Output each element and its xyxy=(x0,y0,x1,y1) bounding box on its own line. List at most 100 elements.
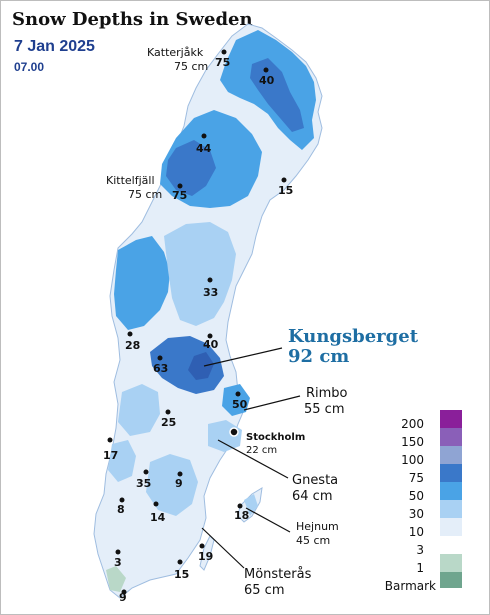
legend-swatch-3 xyxy=(440,554,462,570)
svg-text:9: 9 xyxy=(175,477,183,490)
legend-label-100: 100 xyxy=(401,453,424,467)
station-15-north: 15 xyxy=(278,177,293,197)
callout-monsteras-name: Mönsterås xyxy=(244,567,312,582)
svg-text:14: 14 xyxy=(150,511,166,524)
svg-text:19: 19 xyxy=(198,550,213,563)
legend-label-10: 10 xyxy=(409,525,424,539)
station-9-south: 9 xyxy=(119,589,127,604)
legend-swatch-75 xyxy=(440,464,462,482)
zone-vanern-30 xyxy=(108,440,136,482)
legend-swatch-50 xyxy=(440,482,462,500)
legend-label-30: 30 xyxy=(409,507,424,521)
zone-dalarna-75 xyxy=(150,336,224,394)
svg-text:33: 33 xyxy=(203,286,218,299)
callout-kungsberget-name: Kungsberget xyxy=(288,326,419,347)
legend-label-50: 50 xyxy=(409,489,424,503)
hejnum-leader xyxy=(245,507,291,533)
svg-text:75: 75 xyxy=(215,56,230,69)
zone-uppland-50 xyxy=(222,384,250,416)
svg-text:25: 25 xyxy=(161,416,176,429)
station-17: 17 xyxy=(103,437,118,462)
station-rimbo: 50 xyxy=(232,391,248,411)
station-25: 25 xyxy=(161,409,176,429)
svg-text:8: 8 xyxy=(117,503,125,516)
svg-text:35: 35 xyxy=(136,477,151,490)
legend-label-1: 1 xyxy=(416,561,424,575)
legend-label-150: 150 xyxy=(401,435,424,449)
legend-swatch-10 xyxy=(440,518,462,536)
legend-swatch-barmark xyxy=(440,572,462,588)
callout-kungsberget-depth: 92 cm xyxy=(288,346,349,367)
station-40-mid: 40 xyxy=(203,333,219,351)
station-14: 14 xyxy=(150,501,166,524)
svg-text:28: 28 xyxy=(125,339,140,352)
callout-stockholm-name: Stockholm xyxy=(246,432,305,443)
callout-hejnum-name: Hejnum xyxy=(296,520,339,533)
zone-skane-bare xyxy=(106,566,126,592)
svg-text:40: 40 xyxy=(259,74,275,87)
svg-text:40: 40 xyxy=(203,338,219,351)
legend: 200 150 100 75 50 30 10 3 1 Barmark xyxy=(385,410,462,593)
callout-hejnum-depth: 45 cm xyxy=(296,534,330,547)
station-8: 8 xyxy=(117,497,125,516)
monsteras-leader xyxy=(201,527,245,569)
legend-label-75: 75 xyxy=(409,471,424,485)
legend-swatch-200 xyxy=(440,410,462,428)
station-35: 35 xyxy=(136,469,151,490)
legend-label-barmark: Barmark xyxy=(385,579,436,593)
callout-rimbo-name: Rimbo xyxy=(306,386,348,401)
station-3: 3 xyxy=(114,549,122,569)
svg-text:3: 3 xyxy=(114,556,122,569)
callout-monsteras-depth: 65 cm xyxy=(244,583,285,598)
station-28: 28 xyxy=(125,331,140,352)
svg-text:17: 17 xyxy=(103,449,118,462)
zone-vastra-30 xyxy=(118,384,160,436)
callout-rimbo-depth: 55 cm xyxy=(304,402,345,417)
zone-gotland-30 xyxy=(244,494,258,516)
svg-text:50: 50 xyxy=(232,398,248,411)
legend-swatch-100 xyxy=(440,446,462,464)
map-title: Snow Depths in Sweden xyxy=(12,9,253,30)
station-9-mid: 9 xyxy=(175,471,183,490)
callout-kittelfjall-name: Kittelfjäll xyxy=(106,174,155,187)
station-33: 33 xyxy=(203,277,218,299)
callout-kittelfjall-depth: 75 cm xyxy=(128,188,162,201)
svg-text:63: 63 xyxy=(153,362,168,375)
legend-swatch-30 xyxy=(440,500,462,518)
station-44: 44 xyxy=(196,133,212,155)
svg-text:15: 15 xyxy=(174,568,189,581)
zone-north-mountains-75 xyxy=(250,58,304,132)
map-date: 7 Jan 2025 xyxy=(14,38,95,55)
station-hejnum: 18 xyxy=(234,503,249,522)
gnesta-leader xyxy=(217,439,289,479)
svg-text:15: 15 xyxy=(278,184,293,197)
station-monsteras: 19 xyxy=(198,543,213,563)
legend-label-200: 200 xyxy=(401,417,424,431)
legend-label-3: 3 xyxy=(416,543,424,557)
callout-gnesta-depth: 64 cm xyxy=(292,489,333,504)
svg-text:9: 9 xyxy=(119,591,127,604)
callout-katterjakk-depth: 75 cm xyxy=(174,60,208,73)
zone-smaland-30 xyxy=(146,454,198,516)
legend-swatch-150 xyxy=(440,428,462,446)
station-katterjakk: 75 xyxy=(215,49,230,69)
station-north-40: 40 xyxy=(259,67,275,87)
station-kittelfjall: 75 xyxy=(172,183,187,202)
map-time: 07.00 xyxy=(14,60,45,74)
rimbo-leader xyxy=(243,395,301,411)
kungsberget-leader xyxy=(203,347,283,367)
callout-stockholm-depth: 22 cm xyxy=(246,445,277,456)
stockholm-marker xyxy=(229,427,239,437)
zone-jamtland-50 xyxy=(114,236,170,330)
svg-text:18: 18 xyxy=(234,509,249,522)
zone-mid-30 xyxy=(164,222,236,326)
callout-gnesta-name: Gnesta xyxy=(292,473,338,488)
station-15-south: 15 xyxy=(174,559,189,581)
svg-text:75: 75 xyxy=(172,189,187,202)
zone-kittelfjall-75 xyxy=(166,140,216,196)
station-63: 63 xyxy=(153,355,168,375)
zone-kungsberget-100 xyxy=(188,352,214,380)
svg-text:44: 44 xyxy=(196,142,212,155)
callout-katterjakk-name: Katterjåkk xyxy=(147,46,204,59)
